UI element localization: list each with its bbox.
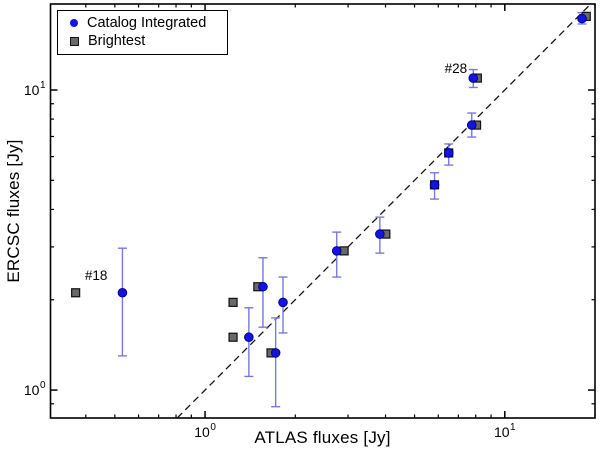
- catalog-integrated-point: [117, 287, 128, 298]
- catalog-integrated-point: [466, 120, 477, 130]
- catalog-integrated-point: [270, 348, 281, 358]
- y-tick-label: 101: [24, 80, 46, 98]
- y-tick-label: 100: [24, 380, 46, 398]
- annotation-28: #28: [445, 61, 468, 76]
- plot-box: [49, 3, 596, 419]
- legend-item-brightest: Brightest: [65, 33, 221, 49]
- x-axis-label: ATLAS fluxes [Jy]: [254, 428, 391, 447]
- x-tick-label: 100: [194, 422, 216, 440]
- catalog-integrated-point: [278, 297, 288, 308]
- circle-marker-icon: [70, 19, 78, 27]
- catalog-integrated-point: [244, 332, 254, 343]
- catalog-integrated-point: [429, 180, 440, 190]
- legend-label-catalog-integrated: Catalog Integrated: [87, 15, 207, 31]
- legend-label-brightest: Brightest: [88, 33, 146, 49]
- square-marker-icon: [70, 36, 79, 46]
- catalog-integrated-point: [468, 73, 479, 83]
- catalog-integrated-point: [577, 13, 587, 24]
- brightest-point: [228, 297, 238, 307]
- catalog-integrated-point: [258, 281, 268, 292]
- brightest-point: [228, 332, 238, 342]
- catalog-integrated-point: [443, 148, 454, 158]
- catalog-integrated-point: [331, 246, 342, 256]
- legend-item-catalog-integrated: Catalog Integrated: [65, 15, 221, 31]
- annotation-18: #18: [85, 268, 108, 283]
- legend: Catalog Integrated Brightest: [57, 10, 228, 55]
- y-axis-label: ERCSC fluxes [Jy]: [4, 139, 23, 283]
- brightest-point: [71, 288, 81, 298]
- identity-line: [176, 3, 592, 419]
- catalog-integrated-point: [375, 229, 385, 239]
- x-tick-label: 101: [494, 422, 516, 440]
